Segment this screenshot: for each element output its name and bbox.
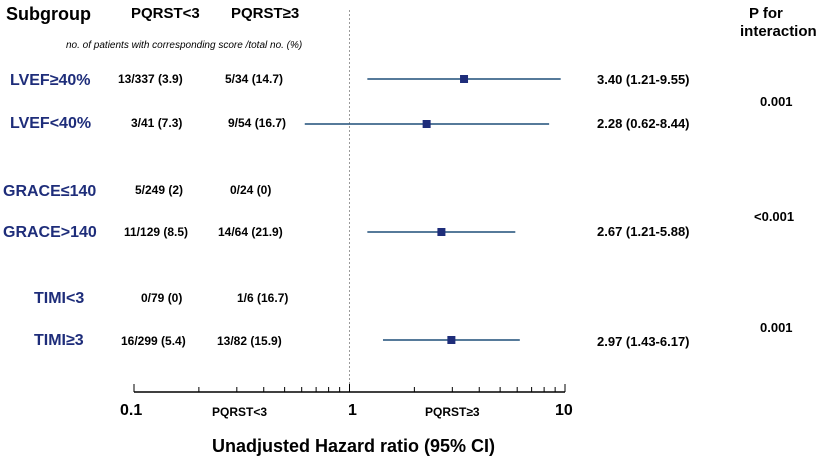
p-interaction-header-line1: P for [749,5,783,22]
hr-point [422,120,431,128]
row-label: GRACE≤140 [3,183,97,200]
p-value: 0.001 [760,94,793,109]
row-label: TIMI≥3 [34,332,84,349]
row-label: GRACE>140 [3,224,97,241]
row-hr-text: 2.97 (1.43-6.17) [597,334,690,349]
row-label: LVEF≥40% [10,72,91,89]
row-cell-pqrst-ge3: 9/54 (16.7) [228,116,287,130]
row-cell-pqrst-ge3: 13/82 (15.9) [217,334,282,348]
row-cell-pqrst-lt3: 5/249 (2) [135,183,184,197]
x-tick-label: 0.1 [120,402,143,419]
row-hr-text: 2.28 (0.62-8.44) [597,116,690,131]
col-pqrst-ge3-header: PQRST≥3 [231,5,300,22]
subgroup-header: Subgroup [6,4,91,24]
col-pqrst-lt3-header: PQRST<3 [131,5,200,22]
row-label: TIMI<3 [34,290,85,307]
p-value: 0.001 [760,320,793,335]
row-cell-pqrst-lt3: 16/299 (5.4) [121,334,186,348]
column-note: no. of patients with corresponding score… [66,40,303,51]
hr-point [437,228,446,236]
row-cell-pqrst-ge3: 14/64 (21.9) [218,225,283,239]
row-cell-pqrst-lt3: 13/337 (3.9) [118,72,183,86]
row-label: LVEF<40% [10,115,92,132]
row-cell-pqrst-ge3: 0/24 (0) [230,183,272,197]
p-interaction-header-line2: interaction [740,23,817,40]
x-tick-label: 1 [348,402,357,419]
axis-left-direction-label: PQRST<3 [212,405,268,419]
row-cell-pqrst-lt3: 3/41 (7.3) [131,116,183,130]
hr-point [447,336,456,344]
x-axis-title: Unadjusted Hazard ratio (95% CI) [212,436,496,456]
row-cell-pqrst-ge3: 1/6 (16.7) [237,291,289,305]
row-hr-text: 3.40 (1.21-9.55) [597,72,690,87]
axis-right-direction-label: PQRST≥3 [425,405,480,419]
x-tick-label: 10 [555,402,573,419]
hr-point [460,75,469,83]
row-hr-text: 2.67 (1.21-5.88) [597,224,690,239]
p-value: <0.001 [754,209,795,224]
row-cell-pqrst-ge3: 5/34 (14.7) [225,72,284,86]
row-cell-pqrst-lt3: 11/129 (8.5) [124,225,189,239]
row-cell-pqrst-lt3: 0/79 (0) [141,291,183,305]
